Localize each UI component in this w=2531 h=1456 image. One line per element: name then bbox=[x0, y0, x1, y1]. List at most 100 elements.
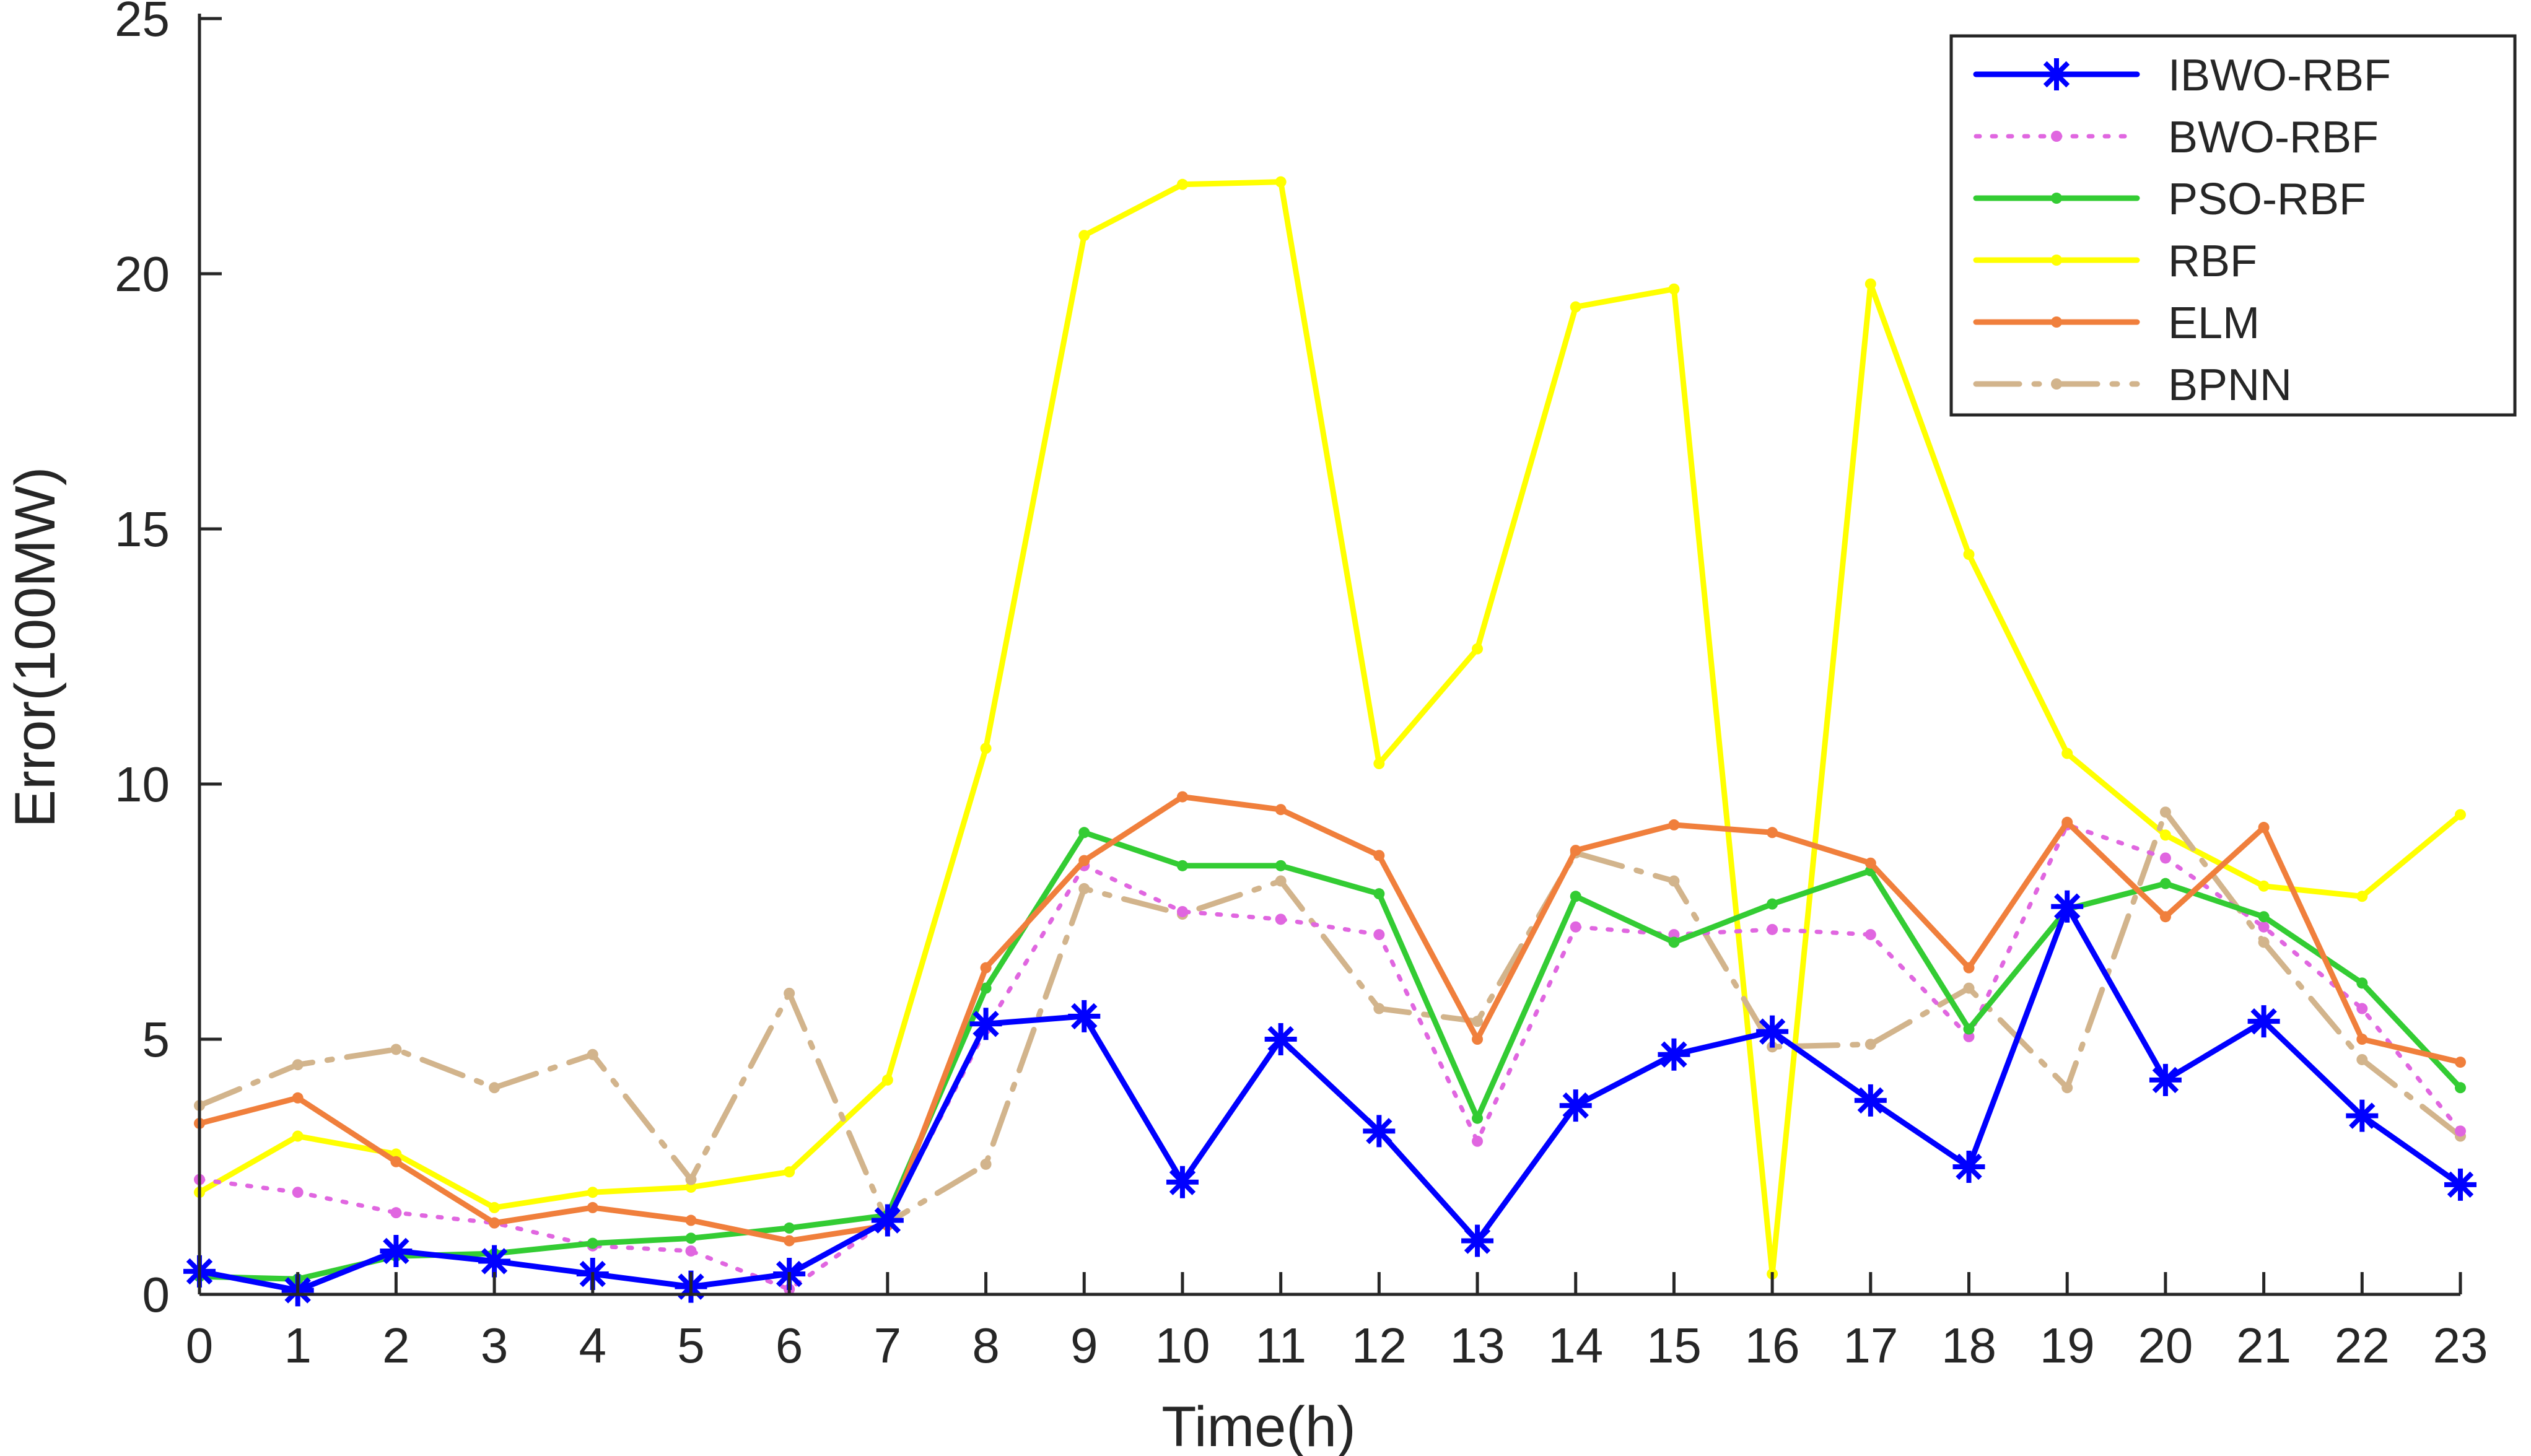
series-elm bbox=[194, 791, 2466, 1247]
data-point bbox=[2247, 1005, 2280, 1038]
tick-labels: 0 1 2 3 4 5 6 7 8 9 10 11 12 13 14 15 16 17 18 19 20 21 22 2305… bbox=[115, 0, 2488, 1373]
series-line bbox=[197, 822, 2463, 1292]
x-tick-label: 14 bbox=[1548, 1318, 1603, 1373]
series-line bbox=[196, 794, 2463, 1244]
legend-item: PSO-RBF bbox=[1973, 175, 2366, 224]
data-point bbox=[1767, 827, 1778, 839]
data-point bbox=[1559, 1089, 1592, 1122]
legend-label: BPNN bbox=[2168, 360, 2292, 410]
data-point bbox=[292, 1130, 304, 1142]
series-bpnn bbox=[194, 806, 2466, 1229]
data-point bbox=[685, 1245, 697, 1257]
data-point bbox=[969, 1008, 1002, 1040]
data-point bbox=[2159, 806, 2171, 818]
data-point bbox=[1570, 891, 1581, 902]
data-point bbox=[871, 1204, 904, 1237]
series-line bbox=[196, 179, 2463, 1277]
data-point bbox=[2356, 1053, 2368, 1065]
x-tick-label: 7 bbox=[874, 1318, 902, 1373]
data-point bbox=[2159, 878, 2171, 889]
data-point bbox=[1864, 278, 1876, 290]
data-point bbox=[2061, 1082, 2073, 1094]
data-point bbox=[1472, 1112, 1484, 1124]
data-point bbox=[881, 1074, 893, 1086]
x-tick-label: 15 bbox=[1646, 1318, 1702, 1373]
data-point bbox=[1275, 913, 1287, 925]
data-point bbox=[1373, 1003, 1385, 1014]
data-point bbox=[1275, 804, 1287, 816]
legend-label: ELM bbox=[2168, 299, 2260, 348]
data-point bbox=[1952, 1151, 1985, 1183]
data-point bbox=[1472, 1135, 1484, 1147]
legend-label: PSO-RBF bbox=[2168, 175, 2366, 224]
legend-item: RBF bbox=[1973, 237, 2257, 286]
data-point bbox=[784, 1222, 795, 1234]
y-tick-label: 0 bbox=[142, 1267, 170, 1322]
data-point bbox=[1658, 1038, 1690, 1071]
data-point bbox=[1963, 962, 1975, 974]
data-point bbox=[1756, 1015, 1789, 1048]
legend-label: RBF bbox=[2168, 237, 2257, 286]
data-point bbox=[1963, 1023, 1975, 1035]
data-point bbox=[1166, 1166, 1199, 1198]
data-point bbox=[2258, 911, 2270, 923]
legend: IBWO-RBF BWO-RBF PSO-RBF RBF ELM BPNN bbox=[1949, 34, 2517, 417]
x-tick-label: 0 bbox=[186, 1318, 214, 1373]
x-tick-label: 19 bbox=[2040, 1318, 2095, 1373]
data-point bbox=[1176, 791, 1188, 803]
x-tick-label: 9 bbox=[1070, 1318, 1098, 1373]
data-point bbox=[1864, 929, 1876, 941]
data-point bbox=[685, 1232, 697, 1244]
series-layer bbox=[183, 176, 2476, 1307]
data-point bbox=[1373, 758, 1385, 770]
data-point bbox=[784, 1235, 795, 1247]
data-point bbox=[390, 1207, 402, 1219]
data-point bbox=[980, 962, 992, 974]
x-tick-label: 13 bbox=[1450, 1318, 1505, 1373]
y-tick-label: 20 bbox=[115, 246, 170, 302]
data-point bbox=[1668, 819, 1680, 830]
data-point bbox=[1078, 230, 1090, 242]
data-point bbox=[2258, 880, 2270, 892]
x-tick-label: 2 bbox=[382, 1318, 410, 1373]
data-point bbox=[685, 1214, 697, 1226]
data-point bbox=[390, 1044, 402, 1055]
data-point bbox=[2061, 748, 2073, 759]
data-point bbox=[1570, 301, 1581, 313]
series-pso-rbf bbox=[194, 827, 2466, 1285]
data-point bbox=[1363, 1115, 1396, 1148]
data-point bbox=[292, 1059, 304, 1071]
data-point bbox=[1963, 982, 1975, 994]
series-line bbox=[196, 904, 2463, 1293]
data-point bbox=[1668, 283, 1680, 295]
data-point bbox=[1963, 1031, 1975, 1042]
data-point bbox=[1668, 936, 1680, 948]
data-point bbox=[1373, 888, 1385, 900]
data-point bbox=[2346, 1099, 2379, 1132]
data-point bbox=[980, 743, 992, 754]
data-point bbox=[292, 1092, 304, 1104]
legend-box bbox=[1949, 34, 2517, 417]
data-point bbox=[1963, 549, 1975, 560]
y-tick-label: 5 bbox=[142, 1012, 170, 1067]
data-point bbox=[1668, 929, 1680, 941]
data-point bbox=[1864, 857, 1876, 869]
data-point bbox=[2356, 1003, 2368, 1014]
x-tick-label: 20 bbox=[2138, 1318, 2193, 1373]
data-point bbox=[1373, 929, 1385, 941]
x-tick-label: 12 bbox=[1352, 1318, 1407, 1373]
data-point bbox=[2455, 1082, 2466, 1094]
x-tick-label: 4 bbox=[579, 1318, 607, 1373]
axes bbox=[198, 14, 2462, 1296]
data-point bbox=[2159, 911, 2171, 923]
legend-item: BWO-RBF bbox=[1974, 113, 2379, 162]
data-point bbox=[2061, 816, 2073, 828]
data-point bbox=[1275, 176, 1287, 188]
x-tick-label: 16 bbox=[1745, 1318, 1800, 1373]
data-point bbox=[478, 1245, 511, 1278]
data-point bbox=[587, 1237, 598, 1249]
data-point bbox=[1570, 845, 1581, 857]
data-point bbox=[1275, 875, 1287, 887]
data-point bbox=[1472, 1016, 1484, 1027]
data-point bbox=[685, 1174, 697, 1185]
